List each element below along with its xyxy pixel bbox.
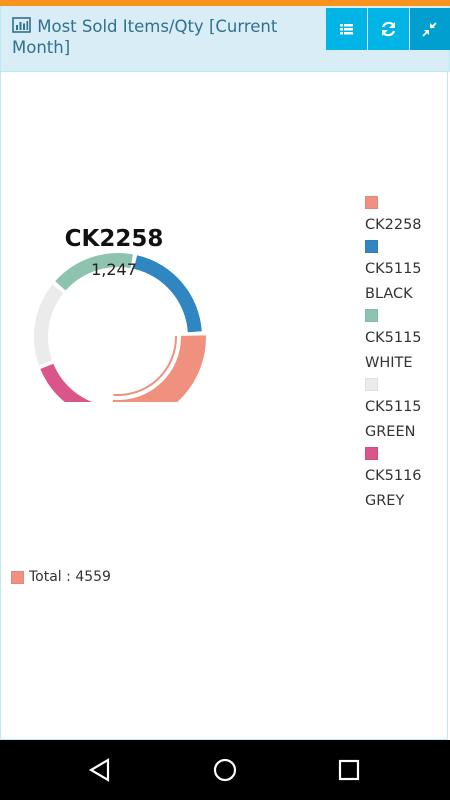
- legend-swatch: [365, 240, 378, 253]
- legend-item[interactable]: CK5115 WHITE: [365, 309, 427, 376]
- legend: CK2258 CK5115 BLACK CK5115 WHITE CK5115 GRE…: [365, 194, 427, 514]
- back-button[interactable]: [88, 758, 110, 782]
- donut-segment: [40, 363, 93, 402]
- legend-swatch: [365, 309, 378, 322]
- legend-item[interactable]: CK5115 BLACK: [365, 240, 427, 307]
- total: Total : 4559: [11, 569, 111, 585]
- panel-title: Most Sold Items/Qty [Current Month]: [12, 16, 312, 58]
- legend-item[interactable]: CK5115 GREEN: [365, 378, 427, 445]
- total-text: Total : 4559: [29, 569, 111, 585]
- legend-label: CK2258: [365, 217, 422, 233]
- chart-icon: [12, 17, 31, 33]
- legend-swatch: [365, 447, 378, 460]
- panel-body: CK2258 1,247 CK2258 CK5115 BLACK CK5115 WH…: [0, 72, 448, 740]
- home-button[interactable]: [213, 758, 237, 782]
- legend-swatch: [365, 196, 378, 209]
- legend-label: CK5116 GREY: [365, 468, 422, 509]
- legend-label: CK5115 GREEN: [365, 399, 422, 440]
- list-button[interactable]: [326, 8, 367, 50]
- recents-button[interactable]: [338, 759, 360, 781]
- donut-segment: [112, 335, 206, 402]
- center-label: CK2258: [65, 226, 164, 252]
- nav-icons: [88, 758, 360, 782]
- legend-item[interactable]: CK2258: [365, 196, 427, 238]
- top-bar: [0, 0, 450, 6]
- refresh-icon: [381, 21, 396, 37]
- collapse-icon: [422, 22, 437, 37]
- refresh-button[interactable]: [368, 8, 409, 50]
- legend-item[interactable]: CK5116 GREY: [365, 447, 427, 514]
- donut-chart: CK2258 1,247: [33, 226, 206, 402]
- title-text: Most Sold Items/Qty [Current Month]: [12, 17, 278, 57]
- list-icon: [340, 24, 353, 35]
- panel-header: Most Sold Items/Qty [Current Month]: [0, 6, 450, 72]
- collapse-button[interactable]: [410, 8, 450, 50]
- nav-bar: [0, 740, 450, 800]
- legend-label: CK5115 BLACK: [365, 261, 422, 302]
- donut-segment: [133, 255, 202, 333]
- legend-label: CK5115 WHITE: [365, 330, 422, 371]
- donut-segment: [33, 284, 64, 366]
- total-swatch: [11, 570, 24, 584]
- legend-swatch: [365, 378, 378, 391]
- center-value: 1,247: [91, 260, 137, 279]
- donut-segment: [55, 253, 134, 291]
